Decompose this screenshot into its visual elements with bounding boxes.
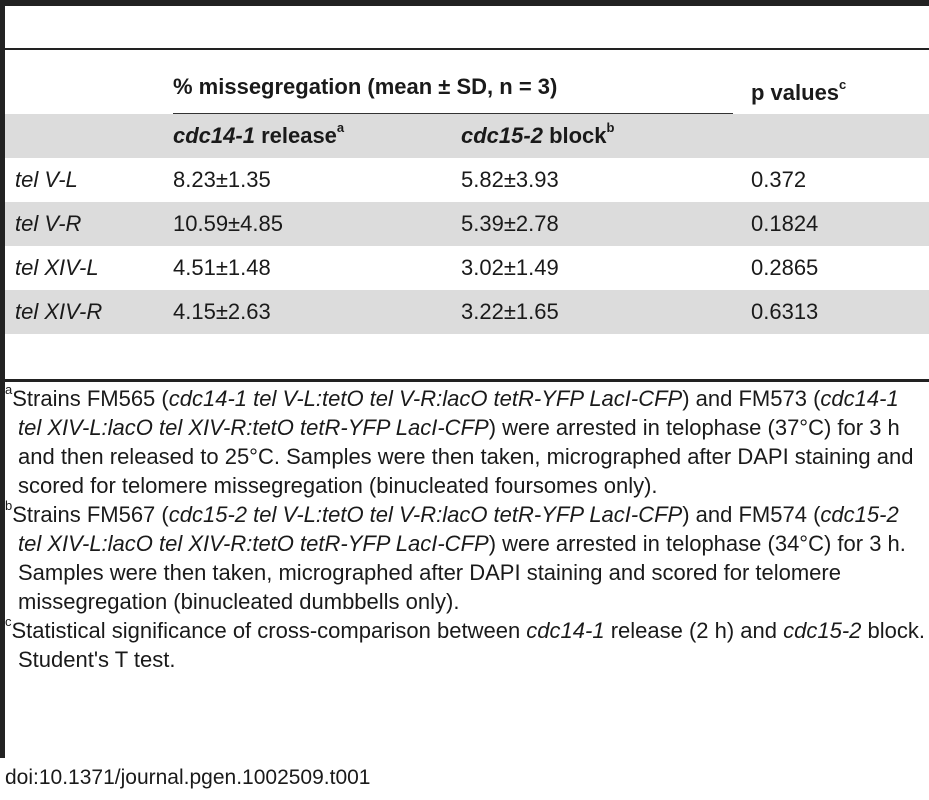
header-col-a-label: release <box>254 123 337 148</box>
footnote-b-text-1: Strains FM567 ( <box>12 502 169 527</box>
footnote-a-marker: a <box>5 381 13 397</box>
header-group-label: % missegregation (mean ± SD, n = 3) <box>173 74 733 114</box>
header-col-b-strain: cdc15-2 <box>461 123 543 148</box>
top-border <box>5 0 929 6</box>
p-value: 0.6313 <box>751 299 819 324</box>
header-group-cell: % missegregation (mean ± SD, n = 3) <box>163 50 741 114</box>
table-row: tel V-R 10.59±4.85 5.39±2.78 0.1824 <box>5 202 929 246</box>
footnote-b-genotype-1: cdc15-2 tel V-L:tetO tel V-R:lacO tetR-Y… <box>168 502 683 527</box>
header-col-a-strain: cdc14-1 <box>173 123 255 148</box>
header-pvalues-footnote: c <box>839 76 847 92</box>
footnote-b: bStrains FM567 (cdc15-2 tel V-L:tetO tel… <box>5 497 925 616</box>
p-value: 0.2865 <box>751 255 819 280</box>
release-value: 8.23±1.35 <box>173 167 271 192</box>
footnote-a-genotype-2: cdc14-1 tel XIV-L:lacO tel XIV-R:tetO te… <box>18 386 899 440</box>
block-value: 3.02±1.49 <box>461 255 559 280</box>
p-value: 0.372 <box>751 167 807 192</box>
footnote-b-text-3: ) were arrested in telophase (34°C) for … <box>18 531 906 614</box>
footnote-b-text-2: ) and FM574 ( <box>682 502 821 527</box>
block-value: 3.22±1.65 <box>461 299 559 324</box>
release-value: 10.59±4.85 <box>173 211 283 236</box>
table-row: tel V-L 8.23±1.35 5.82±3.93 0.372 <box>5 158 929 202</box>
block-value: 5.82±3.93 <box>461 167 559 192</box>
header-col-a: cdc14-1 releasea <box>163 114 451 158</box>
footnote-b-marker: b <box>5 497 13 513</box>
header-row-columns: cdc14-1 releasea cdc15-2 blockb <box>5 114 929 158</box>
footnote-a-text-1: Strains FM565 ( <box>12 386 169 411</box>
footnote-a-text-2: ) and FM573 ( <box>682 386 821 411</box>
footnote-b-genotype-2: cdc15-2 tel XIV-L:lacO tel XIV-R:tetO te… <box>18 502 899 556</box>
header-col-b-footnote: b <box>606 119 615 135</box>
header-col-b: cdc15-2 blockb <box>451 114 741 158</box>
table-footnotes: aStrains FM565 (cdc14-1 tel V-L:tetO tel… <box>5 381 925 674</box>
footnote-a-text-3: ) were arrested in telophase (37°C) for … <box>18 415 914 498</box>
footnote-a: aStrains FM565 (cdc14-1 tel V-L:tetO tel… <box>5 381 925 500</box>
row-label: tel XIV-R <box>15 299 103 324</box>
footnote-c-marker: c <box>5 613 12 629</box>
footnote-c: cStatistical significance of cross-compa… <box>5 613 925 674</box>
block-value: 5.39±2.78 <box>461 211 559 236</box>
header-col-a-footnote: a <box>336 119 345 135</box>
footnote-c-text-1: Statistical significance of cross-compar… <box>11 618 527 643</box>
row-label: tel XIV-L <box>15 255 99 280</box>
footnote-c-strain-1: cdc14-1 <box>526 618 605 643</box>
header-empty-cell <box>5 50 163 114</box>
row-label: tel V-L <box>15 167 78 192</box>
header-pvalues-cell: p valuesc <box>741 50 929 114</box>
p-value: 0.1824 <box>751 211 819 236</box>
header-row-label-cell <box>5 114 163 158</box>
footnote-c-text-2: release (2 h) and <box>604 618 784 643</box>
left-border <box>0 0 5 758</box>
title-divider <box>5 48 929 50</box>
table-bottom-border <box>5 379 929 382</box>
table-row: tel XIV-R 4.15±2.63 3.22±1.65 0.6313 <box>5 290 929 334</box>
header-col-b-label: block <box>542 123 607 148</box>
row-label: tel V-R <box>15 211 82 236</box>
header-row-group: % missegregation (mean ± SD, n = 3) p va… <box>5 50 929 114</box>
footnote-c-text-3: block. Student's T test. <box>18 618 925 672</box>
doi-link[interactable]: doi:10.1371/journal.pgen.1002509.t001 <box>5 766 371 789</box>
header-pvalues-label: p values <box>751 80 840 105</box>
release-value: 4.15±2.63 <box>173 299 271 324</box>
header-col-c <box>741 114 929 158</box>
missegregation-table: % missegregation (mean ± SD, n = 3) p va… <box>5 50 929 334</box>
footnote-c-strain-2: cdc15-2 <box>783 618 862 643</box>
release-value: 4.51±1.48 <box>173 255 271 280</box>
footnote-a-genotype-1: cdc14-1 tel V-L:tetO tel V-R:lacO tetR-Y… <box>168 386 683 411</box>
table-row: tel XIV-L 4.51±1.48 3.02±1.49 0.2865 <box>5 246 929 290</box>
